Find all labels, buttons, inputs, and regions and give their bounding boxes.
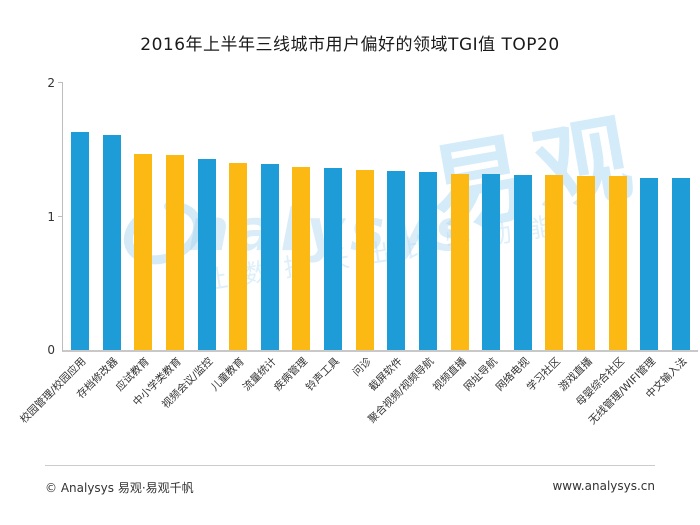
bar-铃声工具 [324, 168, 342, 350]
bar-学习社区 [545, 175, 564, 350]
footer-brand: © Analysys 易观·易观千帆 [45, 481, 194, 495]
bar-应试教育 [134, 153, 153, 350]
x-label-slot: 疾病管理 [272, 352, 310, 460]
footer-divider [45, 465, 655, 466]
x-label-slot: 校园管理/校园应用 [19, 352, 89, 460]
bar-聚合视频/视频导航 [418, 172, 437, 350]
bar-流量统计 [260, 164, 279, 350]
bar-存档修改器 [102, 135, 121, 350]
x-label-slot: 流量统计 [240, 352, 278, 460]
x-tick-label: 问诊 [350, 355, 374, 379]
bar-中文输入法 [671, 177, 690, 350]
bars [63, 83, 698, 350]
x-label-slot: 网址导航 [462, 352, 500, 460]
bar-网址导航 [482, 173, 501, 350]
bar-网络电视 [513, 175, 532, 350]
x-label-slot: 学习社区 [525, 352, 563, 460]
y-tick-label-2: 2 [47, 76, 55, 90]
bar-截屏软件 [387, 171, 406, 350]
x-label-slot: 问诊 [350, 352, 373, 460]
bar-儿童教育 [229, 163, 248, 350]
bar-游戏直播 [577, 176, 595, 350]
x-label-slot: 铃声工具 [304, 352, 342, 460]
bar-视频会议/监控 [197, 159, 216, 350]
bar-问诊 [355, 169, 374, 350]
bar-中小学类教育 [165, 155, 184, 350]
bar-无线管理/WIFI管理 [640, 177, 659, 350]
x-label-slot: 聚合视频/视频导航 [366, 352, 436, 460]
footer-url: www.analysys.cn [552, 479, 655, 493]
x-label-slot: 中文输入法 [644, 352, 690, 460]
y-tick-label-0: 0 [47, 343, 55, 357]
y-tick-mark-1 [58, 215, 63, 217]
x-label-slot: 视频直播 [430, 352, 468, 460]
x-label-slot: 存档修改器 [75, 352, 121, 460]
x-label-slot: 网络电视 [493, 352, 531, 460]
x-label-slot: 视频会议/监控 [160, 352, 216, 460]
bar-疾病管理 [292, 167, 311, 350]
bar-母婴综合社区 [608, 176, 627, 350]
plot-area: 0 1 2 [47, 77, 698, 356]
x-label-slot: 无线管理/WIFI管理 [587, 352, 659, 460]
y-tick-label-1: 1 [47, 209, 55, 224]
bar-视频直播 [450, 173, 469, 350]
x-label-slot: 儿童教育 [209, 352, 247, 460]
x-axis-labels: 校园管理/校园应用 存档修改器 应试教育 中小学类教育 视频会议/监控 儿童教育 流量统计疾… [19, 352, 697, 460]
bar-校园管理/校园应用 [71, 132, 89, 350]
y-tick-mark-2 [58, 82, 63, 83]
chart-title: 2016年上半年三线城市用户偏好的领域TGI值 TOP20 [140, 35, 560, 55]
